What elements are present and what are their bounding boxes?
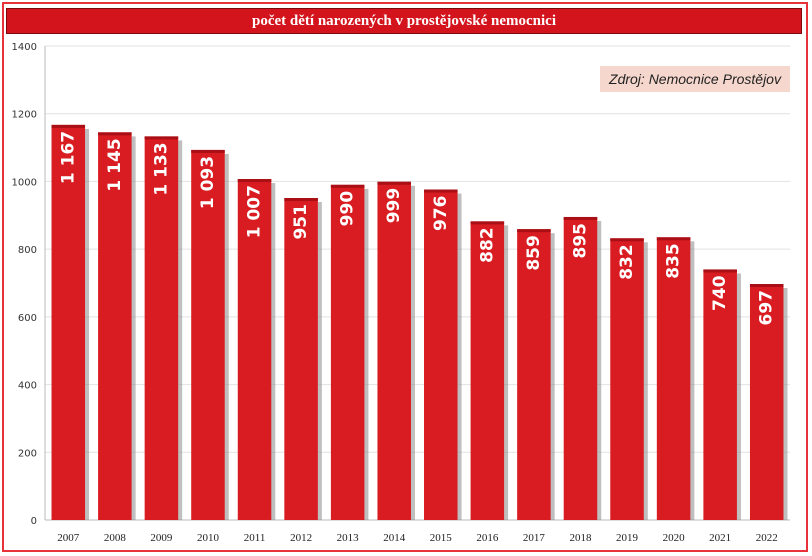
bar-top-edge: [191, 149, 225, 153]
bar: [144, 136, 179, 521]
x-tick-label: 2011: [244, 532, 266, 544]
y-tick-label: 200: [18, 448, 37, 459]
bar: [377, 181, 411, 520]
bar: [517, 229, 551, 520]
bar-value-label: 999: [384, 188, 404, 224]
x-tick-label: 2017: [523, 532, 546, 544]
bar-top-edge: [377, 181, 411, 185]
bar-value-label: 832: [617, 244, 637, 280]
x-tick-label: 2015: [430, 532, 453, 544]
bar-value-label: 895: [570, 223, 590, 259]
source-note: Zdroj: Nemocnice Prostějov: [600, 66, 790, 92]
x-tick-label: 2022: [756, 532, 778, 544]
bar-value-label: 976: [431, 196, 451, 232]
bar-value-label: 951: [291, 204, 311, 240]
bar: [749, 284, 784, 520]
bar-value-label: 697: [757, 290, 777, 326]
y-tick-label: 800: [18, 245, 37, 256]
bar-top-edge: [610, 238, 644, 242]
x-tick-label: 2007: [57, 532, 80, 544]
source-text: Zdroj: Nemocnice Prostějov: [609, 71, 781, 87]
bar-top-edge: [98, 132, 132, 136]
y-tick-label: 400: [18, 381, 37, 392]
bar-value-label: 1 167: [58, 131, 78, 184]
y-tick-label: 600: [18, 313, 37, 324]
title-bar: počet dětí narozených v prostějovské nem…: [6, 8, 802, 34]
bar: [424, 189, 458, 520]
bar-value-label: 1 093: [198, 156, 218, 209]
bar: [610, 238, 644, 520]
x-tick-label: 2010: [197, 532, 220, 544]
bar-top-edge: [470, 221, 505, 225]
y-tick-label: 1400: [12, 42, 37, 53]
bar-value-label: 1 145: [105, 138, 125, 191]
bar: [191, 149, 225, 521]
bar-top-edge: [517, 229, 551, 233]
bar-value-label: 1 007: [245, 185, 265, 238]
bar-top-edge: [749, 284, 784, 288]
bar-top-edge: [330, 184, 365, 188]
bar: [98, 132, 132, 521]
x-tick-label: 2012: [290, 532, 312, 544]
bar: [656, 237, 691, 521]
y-tick-label: 1200: [12, 110, 37, 121]
bar-top-edge: [563, 216, 598, 220]
bar: [563, 216, 598, 520]
bar-top-edge: [703, 269, 737, 273]
bar-top-edge: [51, 124, 86, 128]
bar-top-edge: [284, 198, 318, 202]
y-tick-label: 0: [31, 516, 37, 527]
x-tick-label: 2016: [476, 532, 499, 544]
x-tick-label: 2018: [569, 532, 592, 544]
x-tick-label: 2021: [709, 532, 731, 544]
bar: [237, 179, 272, 520]
bar-value-label: 990: [338, 191, 358, 227]
x-tick-label: 2013: [337, 532, 360, 544]
bar: [330, 184, 365, 521]
x-tick-label: 2008: [104, 532, 127, 544]
bar-value-label: 1 133: [151, 142, 171, 195]
x-tick-label: 2020: [663, 532, 686, 544]
bar: [284, 198, 318, 521]
bar: [470, 221, 505, 520]
bar-top-edge: [144, 136, 179, 140]
x-tick-label: 2019: [616, 532, 639, 544]
bar-top-edge: [656, 237, 691, 241]
bar-value-label: 882: [477, 227, 497, 263]
bar: [51, 124, 86, 520]
bar-value-label: 859: [524, 235, 544, 271]
bar: [703, 269, 737, 520]
y-tick-label: 1000: [12, 177, 37, 188]
bar-value-label: 740: [710, 275, 730, 311]
bar-top-edge: [424, 189, 458, 193]
bar-value-label: 835: [664, 243, 684, 278]
chart-title: počet dětí narozených v prostějovské nem…: [252, 12, 556, 29]
x-tick-label: 2009: [150, 532, 173, 544]
bar-top-edge: [237, 179, 272, 183]
x-tick-label: 2014: [383, 532, 406, 544]
